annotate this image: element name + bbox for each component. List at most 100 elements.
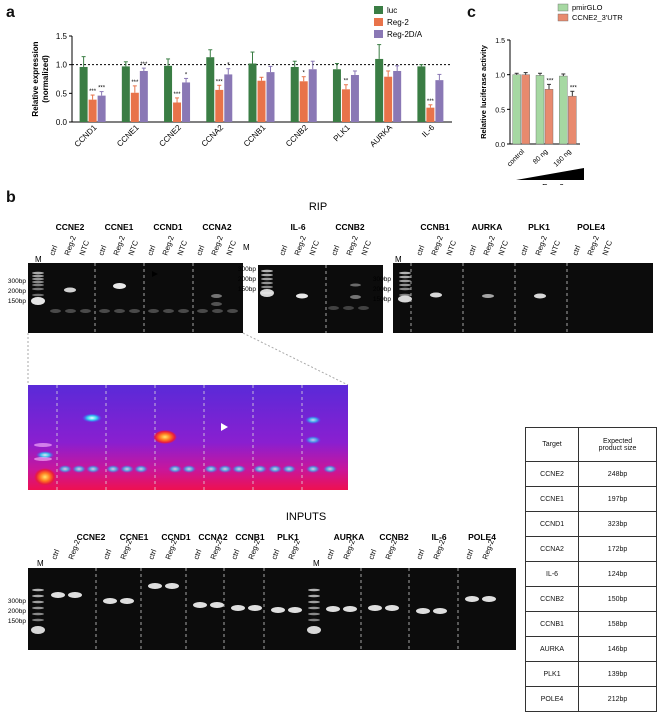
table-row: CCND1 323bp [524, 511, 657, 537]
legend-swatch [374, 30, 383, 38]
bar [568, 95, 577, 145]
gel-band [32, 600, 44, 604]
ladder-label: 200bp [8, 288, 26, 295]
gel-band [328, 306, 339, 310]
table-cell-target: AURKA [524, 636, 580, 662]
significance-label: *** [216, 79, 224, 85]
significance-label: *** [89, 89, 97, 95]
gel-band [34, 443, 52, 447]
panel-label-c: c [467, 4, 476, 21]
gel-band [153, 430, 177, 444]
table-cell-size: 248bp [578, 461, 657, 487]
lane-label: Reg-2 [481, 234, 496, 256]
gel-band [163, 309, 174, 313]
x-tick-label: CCNA2 [200, 123, 226, 149]
lane-label: ctrl [229, 548, 241, 561]
ladder-label: 200bp [373, 286, 391, 293]
legend-label: luc [387, 6, 397, 15]
table-cell-target: IL-6 [524, 561, 580, 587]
gel-band [399, 287, 411, 291]
gel-band [433, 608, 447, 614]
gene-label: CCNB1 [420, 222, 450, 232]
gel-band [32, 588, 44, 592]
gel-band [271, 607, 285, 613]
table-row: POLE4 212bp [524, 686, 657, 712]
significance-label: * [185, 72, 188, 78]
lane-label: Reg-2 [429, 234, 444, 256]
ladder-label: 150bp [8, 618, 26, 625]
gel-band [282, 465, 296, 473]
gel-band [32, 594, 44, 598]
bar [164, 65, 173, 122]
gel-band [32, 280, 44, 284]
gel-band [268, 465, 282, 473]
gel-image [28, 263, 243, 333]
lane-label: Reg-2 [209, 234, 224, 256]
gene-label: CCNE1 [120, 532, 149, 542]
bar [435, 80, 444, 122]
x-tick-label: CCND1 [73, 123, 99, 149]
gel-band [31, 297, 45, 305]
gel-band [32, 618, 44, 622]
lane-label: Reg-2 [533, 234, 548, 256]
bar [173, 102, 182, 122]
gel-band [31, 626, 45, 634]
gene-label: IL-6 [290, 222, 305, 232]
lane-label: Reg-2 [160, 234, 175, 256]
lane-label: NTC [600, 239, 614, 257]
gel-band [212, 309, 223, 313]
gel-band [32, 612, 44, 616]
gene-label: POLE4 [468, 532, 496, 542]
gel-band [86, 465, 100, 473]
gel-band [399, 293, 411, 297]
x-tick-label: control [506, 148, 526, 168]
bar [248, 63, 257, 122]
gel-band [465, 596, 479, 602]
legend-label: CCNE2_3'UTR [572, 13, 623, 22]
gel-band [350, 283, 361, 287]
x-tick-label: CCNE2 [157, 123, 183, 149]
gel-band [232, 465, 246, 473]
x-tick-label: AURKA [368, 123, 394, 149]
lane-label: Reg-2 [111, 234, 126, 256]
bar [393, 70, 402, 122]
gel-band [308, 594, 320, 598]
gene-label: CCNB2 [379, 532, 409, 542]
significance-label: *** [174, 92, 182, 98]
gel-band [260, 289, 274, 297]
arrowhead-icon [221, 423, 228, 431]
gel-band [178, 309, 189, 313]
gel-image [393, 263, 653, 333]
bar [215, 89, 224, 122]
gel-band [305, 436, 321, 444]
bar [332, 69, 341, 122]
gel-band [120, 598, 134, 604]
gene-label: PLK1 [277, 532, 299, 542]
lane-label: ctrl [96, 244, 108, 257]
gel-band [80, 309, 91, 313]
lane-label: ctrl [463, 548, 475, 561]
bar [417, 66, 426, 122]
significance-label: * [303, 71, 306, 77]
table-cell-target: PLK1 [524, 661, 580, 687]
lane-label: ctrl [101, 548, 113, 561]
lane-label: NTC [307, 239, 321, 257]
gel-band [261, 285, 273, 289]
gel-band [308, 612, 320, 616]
lane-label: ctrl [145, 244, 157, 257]
gel-band [343, 606, 357, 612]
marker-label: M [35, 255, 42, 264]
bar [97, 95, 106, 122]
lane-label: NTC [126, 239, 140, 257]
gel-band [68, 592, 82, 598]
gel-band [120, 465, 134, 473]
inputs-title: INPUTS [286, 511, 326, 523]
y-tick-label: 0.0 [56, 118, 68, 127]
table-cell-size: 139bp [578, 661, 657, 687]
gel-band [51, 592, 65, 598]
lane-label: Reg-2 [344, 234, 359, 256]
table-cell-size: 124bp [578, 561, 657, 587]
significance-label: *** [131, 80, 139, 86]
bar [559, 75, 568, 145]
gel-band [306, 465, 320, 473]
